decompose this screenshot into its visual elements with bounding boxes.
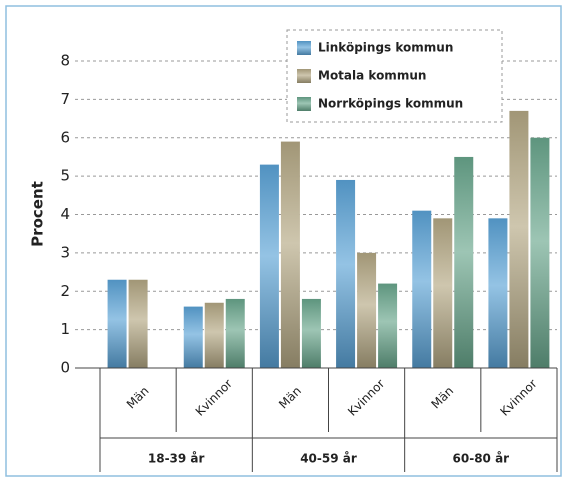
bar: [183, 306, 203, 368]
y-tick-label: 8: [60, 52, 70, 70]
bar: [107, 279, 127, 368]
legend-box: [286, 29, 503, 123]
bar: [412, 210, 432, 368]
y-tick-label: 6: [60, 128, 70, 146]
bar: [128, 279, 148, 368]
bar: [378, 283, 398, 368]
legend-swatch: [297, 41, 311, 55]
group-label: 60-80 år: [453, 452, 510, 466]
legend: Linköpings kommun Motala kommun Norrköping…: [286, 29, 503, 123]
bar: [280, 141, 300, 368]
group-label: 40-59 år: [300, 452, 357, 466]
group-label: 18-39 år: [148, 452, 205, 466]
bar: [530, 137, 550, 368]
y-axis-label: Procent: [29, 181, 47, 247]
bar: [433, 218, 453, 368]
legend-label: Motala kommun: [318, 69, 426, 83]
bar: [509, 110, 529, 368]
bar: [225, 298, 245, 368]
y-tick-label: 5: [60, 167, 70, 185]
y-tick-label: 3: [60, 243, 70, 261]
legend-label: Linköpings kommun: [318, 41, 453, 55]
legend-swatch: [297, 69, 311, 83]
bar: [259, 164, 279, 368]
y-tick-label: 0: [60, 359, 70, 377]
bar: [454, 156, 474, 368]
bar: [204, 302, 224, 368]
y-tick-label: 7: [60, 90, 70, 108]
bar: [336, 179, 356, 368]
legend-swatch: [297, 97, 311, 111]
bar: [488, 218, 508, 368]
y-tick-label: 4: [60, 205, 70, 223]
y-tick-label: 2: [60, 282, 70, 300]
bar: [301, 298, 321, 368]
legend-label: Norrköpings kommun: [318, 97, 463, 111]
y-tick-label: 1: [60, 320, 70, 338]
bar: [357, 252, 377, 368]
